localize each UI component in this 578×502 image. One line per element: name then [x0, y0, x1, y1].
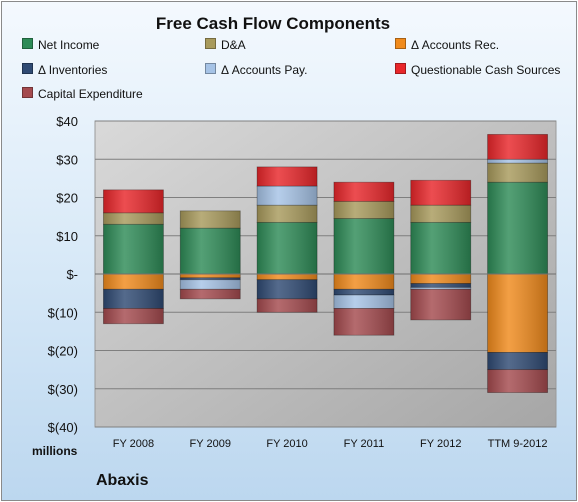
bar-segment-shading: [180, 279, 241, 290]
x-tick-label: TTM 9-2012: [488, 438, 548, 450]
y-tick-label: $(40): [48, 420, 78, 435]
bar-segment-shading: [333, 201, 394, 219]
legend-label: Capital Expenditure: [38, 87, 143, 101]
y-tick-label: $(20): [48, 344, 78, 359]
bar-segment-shading: [180, 289, 241, 299]
legend-label: Questionable Cash Sources: [411, 63, 561, 77]
bar-segment-shading: [257, 186, 318, 206]
legend-swatch: [395, 63, 406, 74]
bar-segment-shading: [103, 189, 164, 213]
bar-segment-shading: [487, 159, 548, 164]
x-tick-label: FY 2012: [420, 438, 461, 450]
bar-segment-shading: [333, 274, 394, 290]
legend-item-accounts-rec: Δ Accounts Rec.: [395, 38, 499, 52]
company-name: Abaxis: [96, 472, 149, 489]
bar-segment-shading: [410, 283, 471, 288]
bar-segment-shading: [487, 369, 548, 393]
legend-item-net-income: Net Income: [22, 38, 99, 52]
bar-segment-shading: [257, 205, 318, 223]
legend-item-da: D&A: [205, 38, 246, 52]
legend-swatch: [22, 38, 33, 49]
bar-segment-shading: [410, 180, 471, 206]
bar-segment-shading: [103, 212, 164, 225]
bar-segment-shading: [487, 163, 548, 183]
bar-segment-shading: [103, 274, 164, 290]
bar-segment-shading: [333, 295, 394, 309]
bar-segment-shading: [487, 352, 548, 370]
bar-segment-shading: [180, 210, 241, 229]
chart-title: Free Cash Flow Components: [155, 14, 391, 33]
bar-segment-shading: [257, 298, 318, 313]
bar-segment-shading: [410, 222, 471, 274]
bar-segment-shading: [410, 274, 471, 284]
bar-segment-shading: [257, 279, 318, 299]
legend-label: Δ Inventories: [38, 63, 108, 77]
bar-segment-shading: [103, 308, 164, 324]
legend-swatch: [22, 87, 33, 98]
legend-swatch: [395, 38, 406, 49]
bar-segment-shading: [257, 274, 318, 280]
x-tick-label: FY 2010: [266, 438, 307, 450]
bar-segment-shading: [333, 218, 394, 274]
legend-label: D&A: [221, 38, 246, 52]
legend-item-questionable-cash: Questionable Cash Sources: [395, 63, 560, 77]
bar-segment-shading: [487, 134, 548, 160]
units-label: millions: [32, 444, 78, 458]
bar-segment-shading: [487, 274, 548, 353]
bar-segment-shading: [180, 228, 241, 274]
legend-label: Δ Accounts Rec.: [411, 38, 500, 52]
y-tick-label: $20: [56, 191, 78, 206]
bar-segment-shading: [410, 205, 471, 223]
y-tick-label: $(10): [48, 305, 78, 320]
bar-segment-shading: [257, 166, 318, 187]
bar-segment-shading: [103, 289, 164, 309]
legend-swatch: [205, 63, 216, 74]
x-tick-label: FY 2008: [113, 438, 154, 450]
legend-item-capex: Capital Expenditure: [22, 87, 143, 101]
y-tick-label: $(30): [48, 382, 78, 397]
legend-label: Net Income: [38, 38, 100, 52]
y-tick-label: $40: [56, 114, 78, 129]
x-tick-label: FY 2011: [344, 438, 385, 450]
y-tick-label: $10: [56, 229, 78, 244]
bar-segment-shading: [333, 289, 394, 296]
bar-segment-shading: [487, 182, 548, 274]
legend-label: Δ Accounts Pay.: [221, 63, 308, 77]
bar-segment-shading: [410, 289, 471, 320]
y-tick-label: $-: [66, 267, 78, 282]
legend-swatch: [22, 63, 33, 74]
bar-segment-shading: [180, 277, 241, 280]
y-tick-label: $30: [56, 152, 78, 167]
legend-item-accounts-pay: Δ Accounts Pay.: [205, 63, 308, 77]
legend-item-inventories: Δ Inventories: [22, 63, 107, 77]
bar-segment-shading: [257, 222, 318, 274]
bar-segment-shading: [180, 274, 241, 278]
x-tick-label: FY 2009: [190, 438, 231, 450]
bar-segment-shading: [333, 308, 394, 336]
bar-segment-shading: [333, 182, 394, 202]
bar-segment-shading: [103, 224, 164, 274]
legend-swatch: [205, 38, 216, 49]
bar-segment-shading: [410, 287, 471, 290]
